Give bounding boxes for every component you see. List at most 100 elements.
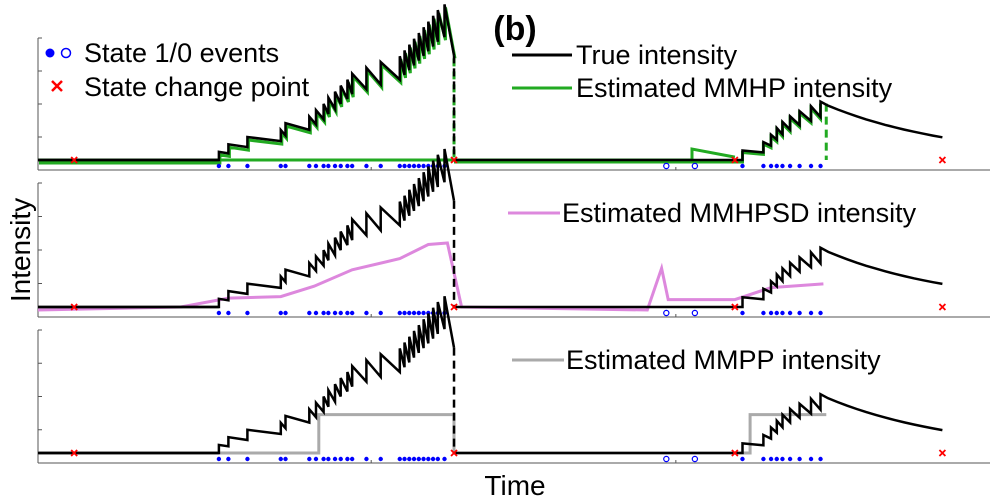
- change-point: [731, 156, 739, 164]
- event-state1: [345, 456, 350, 462]
- change-point: [938, 449, 947, 457]
- event-state1: [411, 310, 417, 316]
- series-mmhp-burst2: [454, 103, 822, 164]
- event-state1: [226, 456, 231, 462]
- event-state1: [283, 310, 288, 316]
- series-true-burst1: [38, 295, 456, 455]
- series-true-burst1: [38, 4, 456, 162]
- event-state1: [780, 310, 785, 316]
- event-state1: [797, 310, 802, 316]
- event-state1: [338, 163, 343, 169]
- event-state1: [326, 310, 331, 316]
- event-state1: [321, 163, 326, 169]
- change-point: [938, 303, 947, 311]
- event-state1: [761, 163, 766, 169]
- event-state1: [313, 163, 319, 169]
- event-state1: [774, 310, 779, 316]
- event-state1: [808, 163, 814, 169]
- event-state1: [378, 310, 383, 316]
- event-state1: [307, 163, 312, 169]
- event-state1: [338, 456, 343, 462]
- event-state1: [740, 456, 745, 462]
- event-state1: [416, 163, 421, 169]
- event-state1: [818, 456, 823, 462]
- legend-label-bottom: Estimated MMPP intensity: [566, 345, 881, 375]
- event-state1: [787, 456, 793, 462]
- event-state1: [416, 310, 421, 316]
- series-mmhp-gap: [454, 147, 736, 162]
- legend-label-true: True intensity: [576, 40, 738, 70]
- event-state1: [421, 310, 426, 316]
- series-true-burst2: [454, 245, 943, 309]
- event-state1: [332, 163, 338, 169]
- event-state1: [345, 310, 350, 316]
- event-state0: [663, 162, 670, 170]
- event-state1: [349, 456, 355, 462]
- event-state1: [332, 456, 338, 462]
- event-state1: [768, 163, 774, 169]
- event-state1: [818, 310, 823, 316]
- change-point: [938, 156, 947, 164]
- event-state1: [421, 456, 426, 462]
- event-state1: [797, 456, 802, 462]
- event-state1: [411, 163, 417, 169]
- series-true-burst1: [38, 148, 456, 309]
- event-state1: [768, 310, 774, 316]
- event-state1: [740, 310, 745, 316]
- event-state1: [364, 456, 369, 462]
- event-state1: [797, 163, 802, 169]
- event-state1: [818, 163, 823, 169]
- event-state1: [407, 310, 412, 316]
- event-state1: [307, 310, 312, 316]
- event-state1: [338, 310, 343, 316]
- event-state1: [307, 456, 312, 462]
- event-state0: [691, 455, 699, 463]
- legend-marker-change: [51, 80, 63, 92]
- event-state1: [787, 310, 793, 316]
- series-true-burst2: [454, 392, 943, 455]
- change-point: [70, 449, 78, 457]
- event-state1: [245, 310, 250, 316]
- figure-title: (b): [493, 10, 536, 48]
- legend-label-middle: Estimated MMHPSD intensity: [562, 198, 917, 228]
- change-point: [731, 449, 739, 457]
- legend-label-mmhp: Estimated MMHP intensity: [576, 73, 893, 103]
- event-state1: [442, 456, 447, 462]
- event-state1: [326, 163, 331, 169]
- panel-middle: Estimated MMHPSD intensity: [37, 148, 990, 318]
- legend-marker-state1: [45, 48, 55, 58]
- change-point: [70, 156, 78, 164]
- legend-label-change: State change point: [84, 72, 310, 102]
- event-state1: [378, 456, 383, 462]
- change-point: [450, 449, 458, 457]
- event-state1: [416, 456, 421, 462]
- event-state1: [774, 456, 779, 462]
- event-state1: [407, 456, 412, 462]
- event-state1: [740, 163, 745, 169]
- event-state1: [313, 456, 319, 462]
- event-state1: [780, 163, 785, 169]
- event-state1: [397, 163, 402, 169]
- event-state1: [245, 456, 250, 462]
- event-state1: [283, 163, 288, 169]
- event-state1: [378, 163, 383, 169]
- event-state1: [321, 456, 326, 462]
- event-state1: [216, 310, 222, 316]
- y-axis-label: Intensity: [5, 198, 36, 302]
- event-state1: [278, 310, 283, 316]
- event-state1: [364, 163, 369, 169]
- event-state1: [808, 310, 814, 316]
- event-state1: [326, 456, 331, 462]
- panels: State 1/0 events State change point True i…: [37, 4, 990, 464]
- series-mmpp: [38, 413, 827, 455]
- change-point: [731, 303, 739, 311]
- event-state1: [761, 310, 766, 316]
- event-state1: [402, 456, 407, 462]
- event-state1: [402, 310, 407, 316]
- event-state1: [780, 456, 785, 462]
- legend-marker-state0: [60, 47, 72, 59]
- series-mmhpsd: [37, 241, 824, 312]
- event-state1: [411, 456, 417, 462]
- legend-label-events: State 1/0 events: [84, 38, 279, 68]
